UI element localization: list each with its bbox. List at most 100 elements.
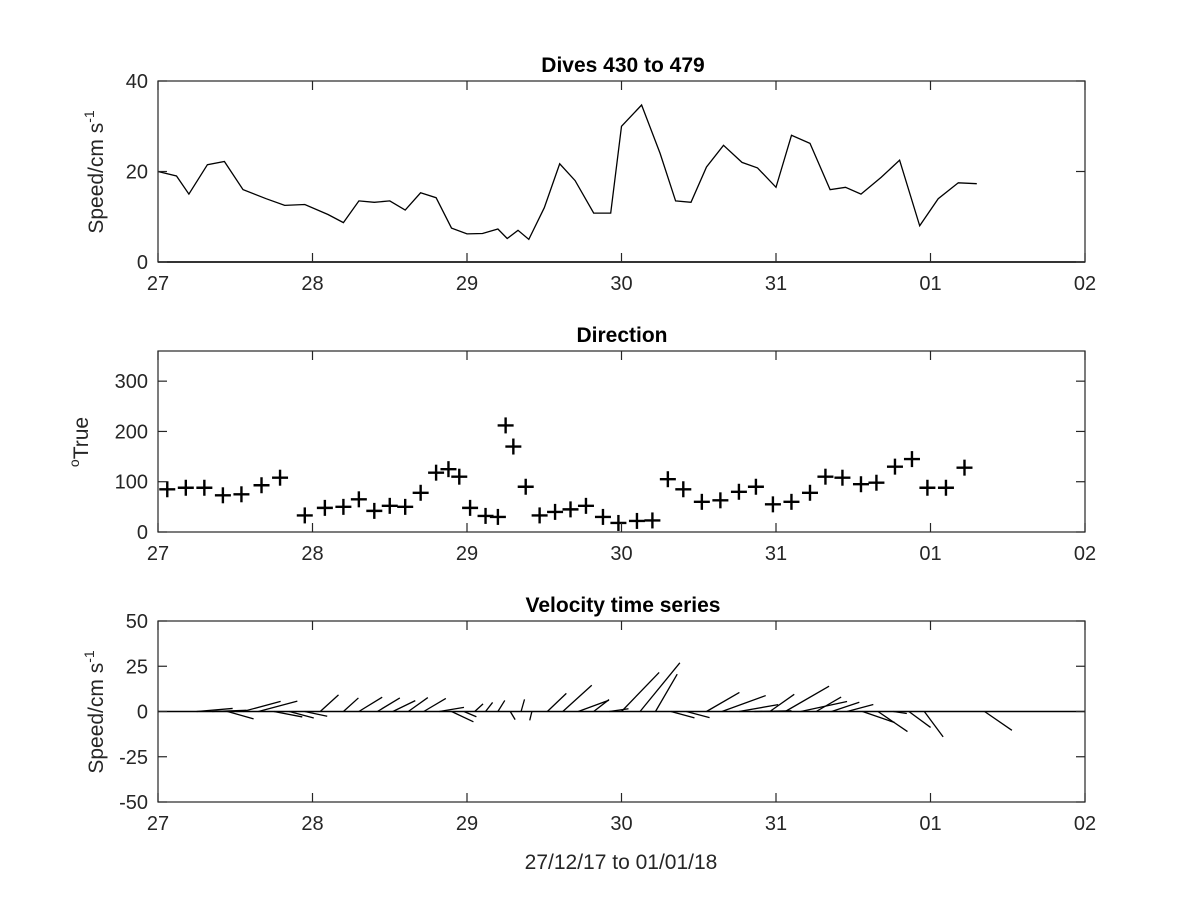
velocity-panel: Velocity time series 27 28 29 30 31 01 02 -50-… — [81, 594, 1096, 874]
velocity-stick — [520, 699, 526, 712]
velocity-stick — [439, 706, 465, 713]
direction-point — [253, 477, 270, 494]
direction-y-tick-label: 0 — [137, 522, 148, 544]
direction-point — [177, 479, 194, 496]
velocity-stick — [358, 696, 383, 713]
speed-y-tick-label: 0 — [137, 252, 148, 274]
velocity-stick — [721, 694, 766, 713]
velocity-stick — [258, 700, 298, 713]
speed-x-tick-label: 28 — [301, 273, 323, 295]
velocity-stick — [738, 703, 779, 713]
direction-y-ticks: 0 100 200 300 — [115, 371, 1085, 544]
direction-point — [497, 417, 514, 434]
direction-point — [412, 484, 429, 501]
direction-x-tick-label: 29 — [456, 543, 478, 565]
velocity-stick — [289, 710, 314, 719]
direction-point — [693, 493, 710, 510]
velocity-stick — [908, 710, 931, 728]
direction-point — [886, 458, 903, 475]
velocity-stick — [392, 700, 416, 713]
direction-point — [712, 492, 729, 509]
direction-panel-title: Direction — [576, 324, 667, 347]
direction-point — [747, 478, 764, 495]
velocity-y-tick-label: 50 — [126, 611, 148, 633]
direction-x-tick-label: 27 — [147, 543, 169, 565]
velocity-stick — [273, 710, 303, 718]
direction-point — [440, 461, 457, 478]
direction-y-axis-label-degree: o — [66, 459, 82, 467]
direction-point — [562, 501, 579, 518]
velocity-y-tick-label: 25 — [126, 656, 148, 678]
direction-point — [350, 491, 367, 508]
speed-y-axis-label-exponent: -1 — [81, 110, 97, 123]
velocity-stick — [706, 691, 740, 713]
velocity-x-tick-label: 30 — [610, 813, 632, 835]
speed-x-tick-label: 02 — [1074, 273, 1096, 295]
direction-point — [428, 464, 445, 481]
direction-point — [366, 502, 383, 519]
velocity-stick — [846, 703, 874, 713]
direction-point — [335, 498, 352, 515]
direction-point — [801, 484, 818, 501]
direction-point — [397, 498, 414, 515]
velocity-stick — [923, 711, 944, 738]
velocity-stick — [509, 711, 516, 720]
speed-x-tick-label: 27 — [147, 273, 169, 295]
velocity-stick — [862, 710, 895, 724]
velocity-y-axis-label-exponent: -1 — [81, 650, 97, 663]
direction-point — [531, 507, 548, 524]
direction-point — [381, 497, 398, 514]
direction-point — [764, 496, 781, 513]
velocity-stick — [485, 702, 494, 712]
direction-y-tick-label: 100 — [115, 472, 148, 494]
velocity-stick — [227, 710, 254, 720]
speed-y-axis-label: Speed/cm s-1 — [81, 110, 108, 234]
speed-y-tick-label: 40 — [126, 71, 148, 93]
velocity-y-tick-label: -25 — [119, 747, 148, 769]
direction-point — [610, 514, 627, 531]
velocity-stick — [319, 694, 339, 712]
velocity-x-ticks: 27 28 29 30 31 01 02 — [147, 621, 1096, 835]
direction-point — [296, 507, 313, 524]
direction-x-tick-label: 01 — [919, 543, 941, 565]
direction-x-tick-label: 28 — [301, 543, 323, 565]
velocity-y-tick-label: -50 — [119, 792, 148, 814]
velocity-stick — [593, 699, 610, 713]
direction-point — [159, 481, 176, 498]
direction-point — [272, 469, 289, 486]
direction-point — [316, 499, 333, 516]
direction-point — [903, 451, 920, 468]
velocity-series-group — [158, 662, 1085, 738]
direction-panel: Direction 27 28 29 30 31 01 02 0 100 200 300 oTru… — [66, 324, 1096, 565]
speed-y-tick-label: 20 — [126, 162, 148, 184]
direction-point — [834, 469, 851, 486]
velocity-stick — [497, 700, 506, 712]
direction-point — [462, 499, 479, 516]
direction-point — [919, 479, 936, 496]
direction-point — [644, 512, 661, 529]
direction-x-ticks: 27 28 29 30 31 01 02 — [147, 351, 1096, 565]
speed-x-tick-label: 29 — [456, 273, 478, 295]
speed-x-tick-label: 01 — [919, 273, 941, 295]
direction-point — [868, 474, 885, 491]
velocity-stick — [831, 701, 860, 713]
velocity-stick — [784, 685, 830, 713]
direction-plot-area — [157, 350, 1086, 533]
speed-panel: Dives 430 to 479 27 28 29 30 31 01 02 0 20 40 Sp… — [81, 54, 1096, 295]
speed-x-ticks: 27 28 29 30 31 01 02 — [147, 81, 1096, 295]
direction-x-tick-label: 30 — [610, 543, 632, 565]
velocity-stick — [609, 708, 629, 713]
velocity-stick — [529, 711, 533, 721]
direction-point — [659, 471, 676, 488]
speed-series-line — [157, 103, 977, 241]
velocity-x-tick-label: 29 — [456, 813, 478, 835]
speed-plot-area — [157, 80, 1086, 263]
velocity-x-tick-label: 01 — [919, 813, 941, 835]
direction-point — [852, 476, 869, 493]
direction-point — [956, 459, 973, 476]
direction-point — [489, 508, 506, 525]
speed-x-tick-label: 30 — [610, 273, 632, 295]
velocity-y-axis-label: Speed/cm s-1 — [81, 650, 108, 774]
x-axis-label: 27/12/17 to 01/01/18 — [525, 851, 718, 874]
